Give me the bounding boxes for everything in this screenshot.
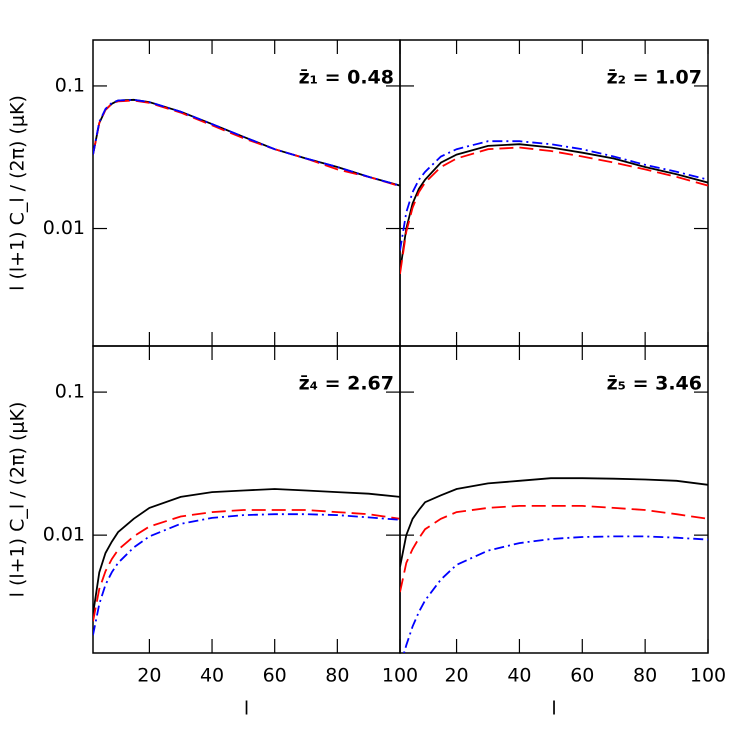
annotation: z̄₄ = 2.67 (299, 373, 394, 395)
x-tick-label: 80 (325, 665, 349, 687)
series-line (400, 146, 708, 275)
y-tick-label: 0.1 (55, 74, 85, 96)
series-line (400, 505, 708, 593)
series-line (400, 143, 708, 272)
y-tick-label: 0.01 (43, 217, 85, 239)
y-tick-label: 0.1 (55, 381, 85, 403)
x-tick-label: 20 (137, 665, 161, 687)
x-axis-label: l (551, 698, 556, 720)
x-tick-label: 100 (690, 665, 726, 687)
series-line (400, 477, 708, 568)
x-tick-label: 20 (444, 665, 468, 687)
series-line (93, 98, 400, 187)
x-tick-label: 60 (263, 665, 287, 687)
y-axis-label: l (l+1) C_l / (2π) (μK) (7, 402, 29, 598)
x-axis-label: l (244, 698, 249, 720)
annotation: z̄₅ = 3.46 (607, 373, 702, 395)
annotation: z̄₁ = 0.48 (299, 67, 394, 89)
x-tick-label: 40 (507, 665, 531, 687)
x-tick-label: 100 (382, 665, 418, 687)
series-line (93, 509, 400, 622)
annotation: z̄₂ = 1.07 (607, 67, 702, 89)
y-axis-label: l (l+1) C_l / (2π) (μK) (7, 95, 29, 291)
panel-frame (399, 345, 709, 654)
series-line (400, 140, 708, 251)
x-tick-label: 80 (633, 665, 657, 687)
x-tick-label: 60 (570, 665, 594, 687)
series-line (403, 535, 708, 653)
series-line (93, 99, 400, 188)
series-line (93, 488, 400, 615)
x-tick-label: 40 (200, 665, 224, 687)
y-tick-label: 0.01 (43, 524, 85, 546)
